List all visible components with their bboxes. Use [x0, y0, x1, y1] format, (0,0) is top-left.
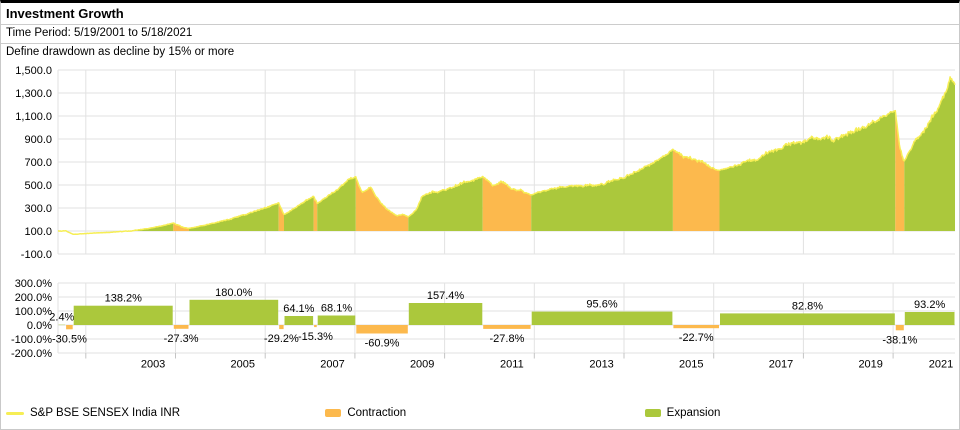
svg-text:2017: 2017 [769, 359, 793, 371]
legend-item-expansion: Expansion [640, 407, 959, 419]
svg-text:2015: 2015 [679, 359, 703, 371]
legend-item-contraction: Contraction [320, 407, 639, 419]
svg-text:-29.2%: -29.2% [264, 333, 299, 345]
svg-text:2011: 2011 [500, 359, 524, 371]
svg-text:2005: 2005 [231, 359, 255, 371]
svg-text:-30.5%: -30.5% [52, 333, 87, 345]
svg-text:200.0%: 200.0% [15, 292, 53, 304]
svg-text:1,300.0: 1,300.0 [15, 88, 52, 100]
contraction-swatch-icon [325, 409, 342, 417]
svg-text:157.4%: 157.4% [427, 290, 465, 302]
svg-text:2009: 2009 [410, 359, 434, 371]
svg-text:68.1%: 68.1% [321, 302, 352, 314]
svg-text:138.2%: 138.2% [105, 293, 143, 305]
svg-text:-27.3%: -27.3% [164, 333, 199, 345]
svg-text:-200.0%: -200.0% [11, 348, 52, 360]
svg-text:2.4%: 2.4% [49, 312, 74, 324]
header-divider [1, 24, 959, 25]
time-period-label: Time Period: 5/19/2001 to 5/18/2021 [6, 27, 193, 39]
legend-label-contraction: Contraction [347, 407, 407, 419]
svg-text:100.0: 100.0 [24, 226, 52, 238]
expansion-swatch-icon [644, 409, 661, 417]
svg-text:95.6%: 95.6% [586, 299, 617, 311]
svg-text:-15.3%: -15.3% [298, 331, 333, 343]
legend-label-index: S&P BSE SENSEX India INR [30, 407, 180, 419]
drawdown-definition: Define drawdown as decline by 15% or mor… [6, 46, 235, 58]
chart-legend: S&P BSE SENSEX India INR Contraction Exp… [1, 407, 959, 419]
svg-text:300.0: 300.0 [24, 203, 52, 215]
svg-text:2019: 2019 [858, 359, 882, 371]
svg-text:-100.0%: -100.0% [11, 334, 52, 346]
svg-text:180.0%: 180.0% [215, 287, 253, 299]
svg-text:100.0%: 100.0% [15, 306, 53, 318]
svg-text:2021: 2021 [929, 359, 953, 371]
svg-text:1,100.0: 1,100.0 [15, 111, 52, 123]
page-title: Investment Growth [6, 6, 124, 21]
svg-text:300.0%: 300.0% [15, 278, 53, 290]
svg-text:2007: 2007 [320, 359, 344, 371]
svg-text:2003: 2003 [141, 359, 165, 371]
legend-label-expansion: Expansion [666, 407, 721, 419]
svg-text:-27.8%: -27.8% [490, 333, 525, 345]
svg-text:-100.0: -100.0 [21, 249, 52, 261]
svg-text:2013: 2013 [589, 359, 613, 371]
svg-text:700.0: 700.0 [24, 157, 52, 169]
svg-text:82.8%: 82.8% [792, 300, 823, 312]
legend-item-index: S&P BSE SENSEX India INR [1, 407, 320, 419]
svg-text:500.0: 500.0 [24, 180, 52, 192]
svg-text:-38.1%: -38.1% [882, 334, 917, 346]
svg-text:64.1%: 64.1% [283, 303, 314, 315]
svg-text:-22.7%: -22.7% [679, 332, 714, 344]
index-line-swatch-icon [6, 411, 24, 415]
svg-text:1,500.0: 1,500.0 [15, 65, 52, 77]
svg-text:0.0%: 0.0% [27, 320, 52, 332]
svg-text:93.2%: 93.2% [914, 299, 945, 311]
header-divider-2 [1, 43, 959, 44]
svg-text:-60.9%: -60.9% [365, 338, 400, 350]
svg-text:900.0: 900.0 [24, 134, 52, 146]
